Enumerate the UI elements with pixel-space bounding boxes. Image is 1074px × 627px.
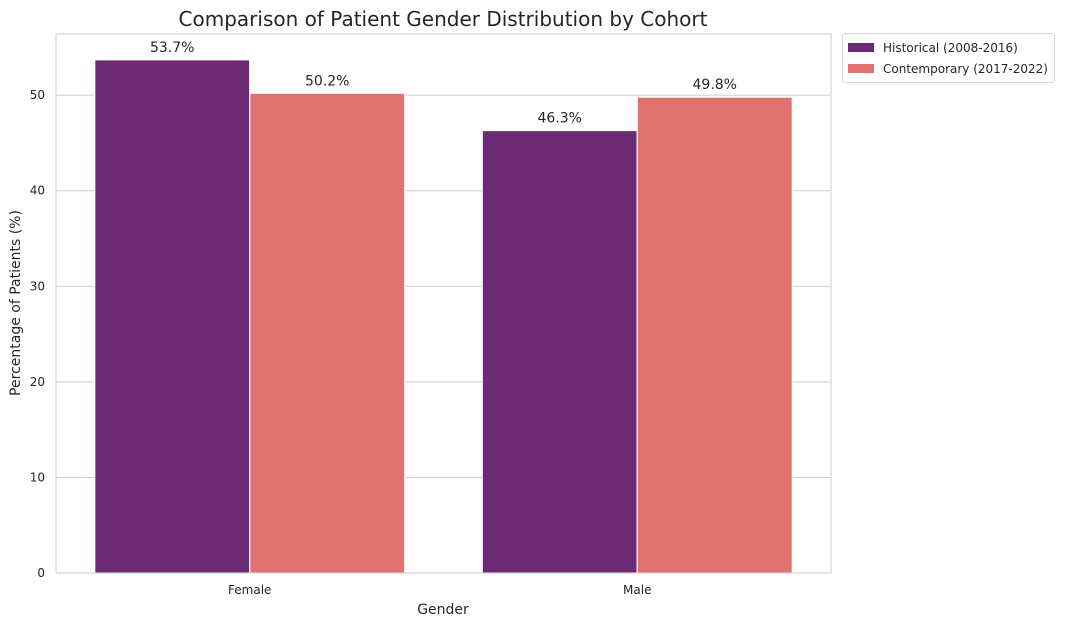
x-axis-label: Gender <box>417 602 469 618</box>
bar <box>249 92 406 574</box>
chart-title: Comparison of Patient Gender Distributio… <box>179 7 708 31</box>
data-label: 53.7% <box>150 40 194 56</box>
x-tick-labels: Female Male <box>228 583 651 597</box>
legend: Historical (2008-2016) Contemporary (201… <box>842 33 1055 83</box>
data-label: 50.2% <box>305 73 349 89</box>
y-tick-label: 20 <box>30 375 45 389</box>
bar <box>94 59 251 574</box>
data-label: 49.8% <box>693 77 737 93</box>
plot-frame <box>55 33 832 574</box>
y-tick-labels: 0 10 20 30 40 50 <box>30 88 45 580</box>
y-axis-label: Percentage of Patients (%) <box>8 210 24 396</box>
y-tick-label: 40 <box>30 184 45 198</box>
x-tick-label: Male <box>623 583 651 597</box>
bar <box>481 129 638 574</box>
bars <box>94 59 793 574</box>
legend-swatch <box>848 64 874 73</box>
y-tick-label: 10 <box>30 470 45 484</box>
legend-swatch <box>848 43 874 52</box>
bar <box>636 96 793 574</box>
y-tick-label: 0 <box>37 566 45 580</box>
legend-label: Historical (2008-2016) <box>883 40 1018 55</box>
legend-item-historical: Historical (2008-2016) <box>848 37 1048 58</box>
legend-label: Contemporary (2017-2022) <box>883 61 1048 76</box>
x-tick-label: Female <box>228 583 271 597</box>
y-tick-label: 30 <box>30 279 45 293</box>
data-label: 46.3% <box>538 111 582 127</box>
y-tick-label: 50 <box>30 88 45 102</box>
data-labels: 53.7% 50.2% 46.3% 49.8% <box>150 40 737 127</box>
legend-item-contemporary: Contemporary (2017-2022) <box>848 58 1048 79</box>
